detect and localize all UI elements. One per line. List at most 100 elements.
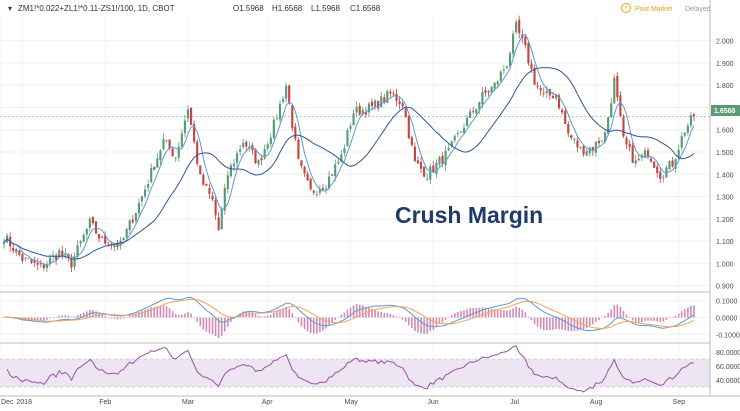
macd-histogram-bar [230,317,232,323]
macd-histogram-bar [257,315,260,318]
candle-body [318,189,321,193]
candle-body [294,126,297,139]
macd-histogram-bar [524,312,527,318]
macd-histogram-bar [76,315,79,318]
macd-tick-label: 0.0000 [716,316,738,323]
candle-body [456,133,459,135]
candle-body [82,234,85,242]
candle-body [588,147,591,154]
macd-histogram-bar [380,311,382,318]
candle-body [542,92,545,94]
price-tick-label: 1.600 [716,128,734,135]
candle-body [429,166,432,180]
candle-body [367,103,371,113]
time-tick-label: Feb [99,399,111,406]
candle-body [177,146,180,158]
chart-header: ▾ ZM1!*0.022+ZL1!*0.11-ZS1!/100, 1D, CBO… [8,3,711,13]
macd-histogram-bar [622,310,625,318]
macd-histogram-bar [104,316,106,318]
macd-histogram-bar [539,317,542,329]
collapse-icon[interactable]: ▾ [8,4,12,13]
macd-histogram-bar [383,313,386,318]
macd-histogram-bar [64,315,67,318]
macd-histogram-bar [463,310,465,318]
ohlc-high: H1.6568 [272,4,303,13]
candle-body [597,140,601,144]
candle-body [131,219,134,223]
macd-histogram-bar [337,317,340,318]
macd-histogram-bar [245,311,248,318]
candle-body [373,100,377,108]
macd-histogram-bar [690,305,692,318]
macd-histogram-bar [496,309,499,318]
candle-body [389,91,392,94]
macd-histogram-bar [303,317,306,330]
macd-histogram-bar [86,311,88,318]
macd-histogram-bar [631,317,634,321]
macd-histogram-bar [82,312,85,318]
macd-histogram-bar [165,306,168,318]
symbol-label[interactable]: ZM1!*0.022+ZL1!*0.11-ZS1!/100, 1D, CBOT [18,4,175,13]
macd-histogram-bar [211,317,214,335]
macd-histogram-bar [450,315,453,318]
candle-body [168,139,171,149]
candle-body [291,105,294,129]
macd-histogram-bar [61,315,64,318]
macd-histogram-bar [619,306,622,318]
macd-histogram-bar [122,317,125,319]
macd-histogram-bar [680,310,683,318]
candle-body [659,171,662,179]
candle-body [306,173,309,181]
time-tick-label: Sep [673,399,686,406]
candle-body [508,53,512,67]
candle-body [386,91,389,103]
price-tick-label: 1.900 [716,61,734,68]
price-tick-label: 2.000 [716,39,734,46]
macd-histogram-bar [144,309,146,318]
candle-body [441,155,444,164]
macd-histogram-bar [291,313,294,318]
candle-body [419,162,423,169]
price-tick-label: 1.400 [716,172,734,179]
candle-body [147,184,150,188]
macd-histogram-bar [561,317,563,330]
price-tick-label: 1.100 [716,239,734,246]
candle-body [245,141,248,147]
macd-histogram-bar [316,317,318,334]
macd-histogram-bar [414,317,416,332]
macd-histogram-bar [408,317,410,326]
candle-body [226,175,229,190]
macd-histogram-bar [132,314,134,318]
candle-body [527,43,530,64]
macd-histogram-bar [417,317,419,333]
macd-histogram-bar [184,313,186,318]
macd-histogram-bar [110,317,113,319]
macd-histogram-bar [595,317,597,322]
macd-histogram-bar [377,311,379,318]
macd-histogram-bar [33,317,36,321]
candle-body [383,97,386,103]
candle-body [104,235,107,244]
candle-body [628,143,631,147]
candle-body [321,187,325,190]
macd-histogram-bar [582,317,585,330]
macd-histogram-bar [536,317,539,327]
candle-body [278,103,282,120]
macd-histogram-bar [21,317,24,321]
macd-histogram-bar [113,317,116,319]
price-layer [2,15,696,273]
macd-histogram-bar [128,315,131,318]
macd-histogram-bar [70,316,73,318]
macd-histogram-bar [52,317,54,318]
candle-body [395,93,398,102]
candle-body [646,150,650,158]
candle-body [536,85,539,87]
candle-body [462,128,466,133]
candle-body [481,92,484,105]
candle-body [613,77,616,104]
candle-body [496,81,499,85]
macd-histogram-bar [659,317,662,322]
candle-body [423,166,426,177]
macd-histogram-bar [601,317,603,319]
macd-histogram-bar [411,317,413,329]
